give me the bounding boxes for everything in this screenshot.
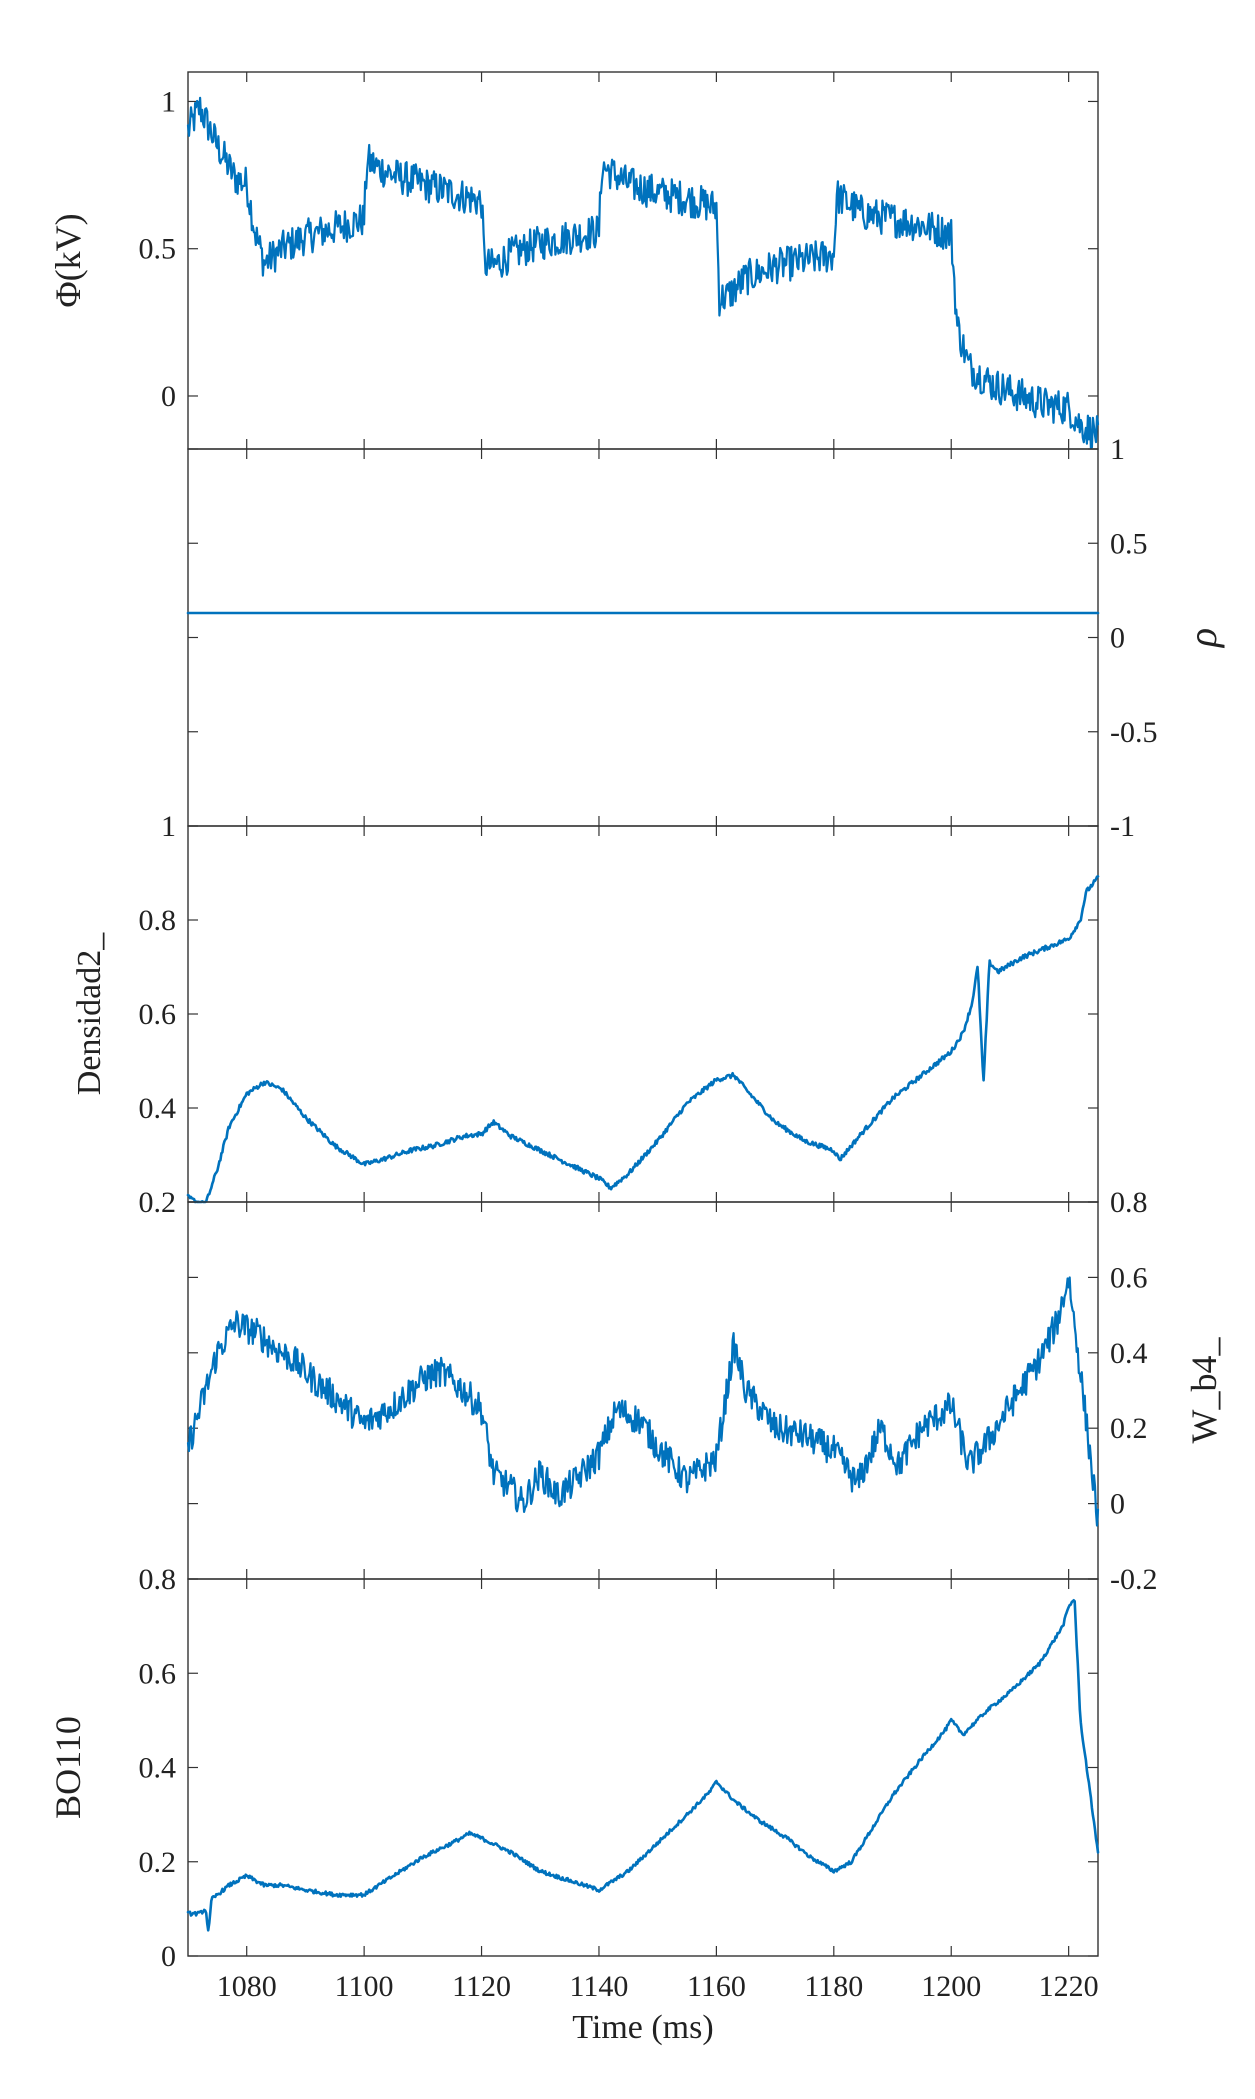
y-tick-label: 0.2: [139, 1846, 177, 1879]
data-series-line: [186, 1276, 1100, 1527]
y-tick-label: 0.2: [139, 1186, 177, 1219]
axes-frame: [187, 71, 1099, 450]
x-axis-title: Time (ms): [572, 2009, 713, 2046]
x-tick-label: 1140: [570, 1970, 629, 2003]
y-tick-label: 1: [161, 810, 176, 843]
densidad-panel: 0.2 0.4 0.6 0.8 1 Densidad2_: [71, 810, 1100, 1219]
y-axis-title: Φ(kV): [48, 213, 88, 307]
data-series-line: [186, 96, 1100, 449]
data-series-line: [186, 875, 1100, 1204]
y-tick-label: 0.4: [139, 1092, 177, 1125]
y-tick-label: 0: [161, 380, 176, 413]
x-tick-label: 1220: [1039, 1970, 1099, 2003]
y-axis-title: Densidad2_: [71, 932, 108, 1095]
data-series-line: [186, 1599, 1100, 1932]
y-tick-label: 1: [161, 85, 176, 118]
rho-panel: -1 -0.5 0 0.5 1 ρ: [186, 433, 1225, 843]
y-tick-label: 0.4: [1110, 1337, 1148, 1370]
y-tick-label: 0.8: [139, 904, 177, 937]
x-tick-label: 1080: [217, 1970, 277, 2003]
y-tick-label: 0.6: [1110, 1261, 1148, 1294]
y-tick-label: 0.2: [1110, 1412, 1148, 1445]
y-tick-label: 0.6: [139, 1657, 177, 1690]
y-tick-label: 1: [1110, 433, 1125, 466]
y-tick-label: 0: [1110, 1488, 1125, 1521]
y-tick-label: 0.4: [139, 1752, 177, 1785]
y-tick-label: -0.2: [1110, 1563, 1158, 1596]
y-tick-label: -1: [1110, 810, 1135, 843]
y-tick-label: 0.5: [139, 233, 177, 266]
x-tick-label: 1120: [452, 1970, 511, 2003]
wb4-panel: -0.2 0 0.2 0.4 0.6 0.8 W_b4_: [186, 1186, 1224, 1596]
y-tick-label: 0.6: [139, 998, 177, 1031]
x-tick-label: 1100: [335, 1970, 394, 2003]
x-tick-label: 1180: [804, 1970, 863, 2003]
phi-panel: 0 0.5 1 Φ(kV): [48, 71, 1100, 450]
y-tick-label: 0: [1110, 622, 1125, 655]
axes-frame: [187, 1578, 1099, 1957]
y-tick-label: 0: [161, 1940, 176, 1973]
x-tick-label: 1160: [687, 1970, 746, 2003]
y-axis-title: W_b4_: [1184, 1337, 1224, 1444]
x-tick-label: 1200: [921, 1970, 981, 2003]
y-axis-title: BO110: [48, 1716, 88, 1819]
bo110-panel: 0 0.2 0.4 0.6 0.8 1080 1100 1120 1140 1160 1180 120…: [48, 1563, 1100, 2046]
y-tick-label: 0.5: [1110, 527, 1148, 560]
axes-frame: [187, 825, 1099, 1203]
y-tick-label: 0.8: [1110, 1186, 1148, 1219]
y-axis-title: ρ: [1180, 628, 1225, 649]
y-tick-label: -0.5: [1110, 716, 1158, 749]
axes-frame: [187, 448, 1099, 827]
y-tick-label: 0.8: [139, 1563, 177, 1596]
